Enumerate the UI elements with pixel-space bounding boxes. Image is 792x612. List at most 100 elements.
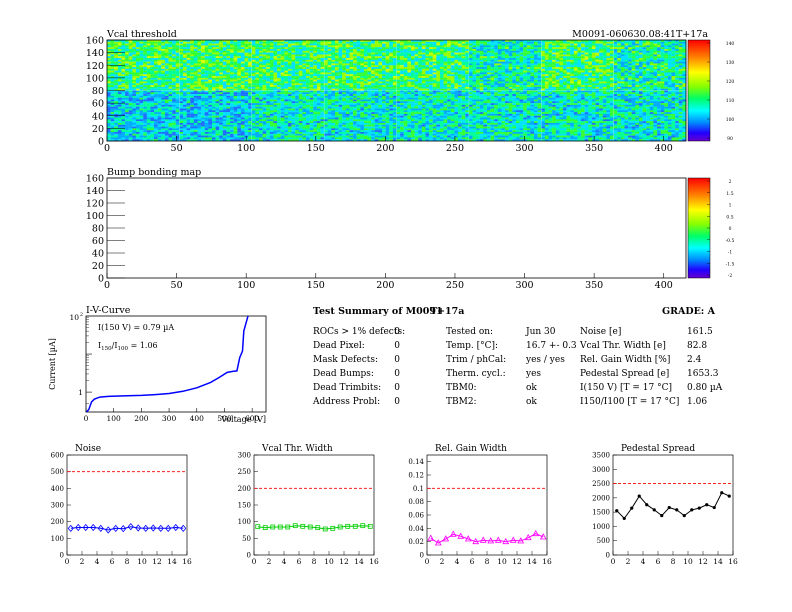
vcal-cell xyxy=(505,43,509,46)
vcal-cell xyxy=(519,68,524,71)
vcal-cell xyxy=(515,58,520,60)
vcal-cell xyxy=(414,90,419,93)
vcal-cell xyxy=(277,92,281,95)
vcal-cell xyxy=(172,90,176,93)
vcal-cell xyxy=(342,61,346,64)
vcal-cell xyxy=(617,63,622,66)
vcal-cell xyxy=(277,94,281,97)
vcal-cell xyxy=(320,56,325,59)
vcal-cell xyxy=(577,59,582,62)
vcal-cell xyxy=(382,79,386,82)
vcal-cell xyxy=(251,47,256,50)
vcal-cell xyxy=(407,50,412,53)
vcal-cell xyxy=(201,90,205,93)
vcal-cell xyxy=(414,86,419,89)
vcal-cell xyxy=(114,92,119,95)
vcal-cell xyxy=(226,81,231,84)
vcal-cell xyxy=(215,65,220,68)
vcal-cell xyxy=(280,50,285,53)
vcal-cell xyxy=(353,41,357,44)
vcal-cell xyxy=(505,90,509,93)
vcal-cell xyxy=(396,43,401,46)
vcal-cell xyxy=(382,90,386,93)
vcal-cell xyxy=(338,43,343,46)
vcal-cell xyxy=(624,47,629,50)
vcal-cell xyxy=(302,43,307,46)
vcal-cell xyxy=(624,74,629,77)
vcal-cell xyxy=(291,63,296,66)
vcal-cell xyxy=(581,54,585,57)
vcal-cell xyxy=(175,85,180,88)
vcal-cell xyxy=(526,76,531,79)
vcal-cell xyxy=(306,70,310,73)
vcal-cell xyxy=(201,41,205,44)
vcal-cell xyxy=(403,70,408,73)
vcal-cell xyxy=(548,77,553,80)
vcal-cell xyxy=(559,65,564,68)
vcal-cell xyxy=(432,83,437,86)
vcal-cell xyxy=(114,52,119,55)
vcal-cell xyxy=(353,85,357,88)
vcal-cell xyxy=(150,90,155,93)
vcal-cell xyxy=(458,79,462,82)
vcal-cell xyxy=(508,59,513,62)
vcal-cell xyxy=(671,45,676,48)
vcal-cell xyxy=(168,67,173,69)
vcal-cell xyxy=(555,85,560,88)
vcal-cell xyxy=(331,70,336,73)
vcal-cell xyxy=(400,40,404,42)
vcal-cell xyxy=(154,67,158,69)
vcal-cell xyxy=(581,59,585,62)
vcal-cell xyxy=(660,47,665,50)
vcal-cell xyxy=(573,40,578,42)
vcal-cell xyxy=(476,81,480,84)
vcal-cell xyxy=(215,52,220,55)
vcal-cell xyxy=(447,59,451,62)
vcal-cell xyxy=(125,81,129,84)
vcal-cell xyxy=(237,79,242,82)
vcal-cell xyxy=(179,59,184,62)
vcal-cell xyxy=(407,77,412,80)
vcal-cell xyxy=(682,50,687,53)
vcal-cell xyxy=(258,43,263,46)
vcal-cell xyxy=(295,76,299,79)
vcal-cell xyxy=(353,88,357,91)
vcal-cell xyxy=(313,56,318,59)
vcal-cell xyxy=(363,70,368,73)
vcal-cell xyxy=(320,77,325,80)
vcal-cell xyxy=(175,79,180,82)
vcal-cell xyxy=(407,68,412,71)
vcal-cell xyxy=(182,92,187,95)
vcal-cell xyxy=(548,90,553,93)
vcal-cell xyxy=(515,54,520,57)
vcal-cell xyxy=(110,59,115,62)
vcal-cell xyxy=(164,52,169,55)
vcal-cell xyxy=(501,49,506,51)
vcal-cell xyxy=(248,86,252,89)
vcal-cell xyxy=(389,43,394,46)
vcal-cell xyxy=(682,88,687,91)
vcal-cell xyxy=(356,77,361,80)
vcal-cell xyxy=(371,76,375,79)
vcal-cell xyxy=(591,67,596,69)
vcal-cell xyxy=(327,52,332,55)
vcal-cell xyxy=(378,83,383,86)
vcal-cell xyxy=(121,63,126,66)
vcal-cell xyxy=(269,77,274,80)
vcal-cell xyxy=(360,79,365,82)
vcal-cell xyxy=(483,63,488,66)
vcal-cell xyxy=(277,41,281,44)
vcal-cell xyxy=(168,41,173,44)
vcal-cell xyxy=(566,94,571,97)
vcal-cell xyxy=(541,70,546,73)
vcal-cell xyxy=(573,88,578,91)
vcal-cell xyxy=(610,85,614,88)
vcal-cell xyxy=(154,47,158,50)
vcal-cell xyxy=(515,65,520,68)
vcal-cell xyxy=(392,76,397,79)
vcal-cell xyxy=(432,72,437,75)
vcal-cell xyxy=(512,90,517,93)
vcal-cell xyxy=(396,52,401,55)
vcal-cell xyxy=(240,94,245,97)
vcal-cell xyxy=(345,94,350,97)
